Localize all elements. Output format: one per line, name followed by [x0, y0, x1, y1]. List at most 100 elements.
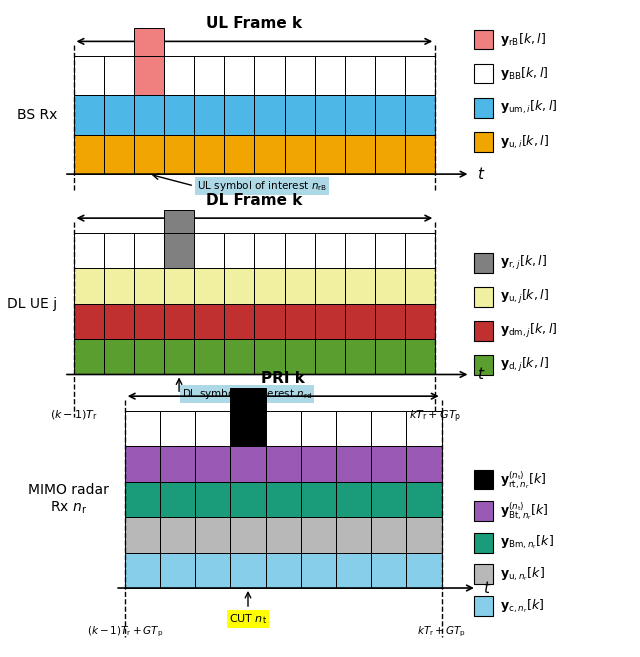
Bar [254, 339, 285, 374]
Bar [134, 233, 164, 268]
Text: DL symbol of interest $n_{\mathrm{rd}}$: DL symbol of interest $n_{\mathrm{rd}}$ [182, 387, 312, 401]
Bar [371, 553, 406, 588]
Text: DL UE j: DL UE j [8, 296, 58, 311]
Bar [254, 304, 285, 339]
Bar [375, 95, 405, 135]
Bar [194, 95, 224, 135]
Bar [266, 446, 301, 482]
Bar [474, 287, 493, 307]
Bar [285, 233, 315, 268]
Bar [375, 56, 405, 95]
Bar [125, 517, 160, 553]
Bar [371, 482, 406, 517]
Bar [375, 135, 405, 174]
Bar [164, 304, 194, 339]
Bar [160, 482, 195, 517]
Bar [315, 56, 345, 95]
Bar [104, 233, 134, 268]
Bar [195, 411, 230, 446]
Text: $\mathbf{y}_{\mathrm{u},j}[k,l]$: $\mathbf{y}_{\mathrm{u},j}[k,l]$ [500, 288, 549, 306]
Bar [406, 517, 442, 553]
Bar [474, 501, 493, 521]
Bar [224, 95, 254, 135]
Bar [164, 95, 194, 135]
Text: $\mathbf{y}_{\mathrm{rt},n_{\mathrm{r}}}^{(n_{\mathrm{t}})}[k]$: $\mathbf{y}_{\mathrm{rt},n_{\mathrm{r}}}… [500, 468, 547, 491]
Bar [224, 304, 254, 339]
Bar [474, 132, 493, 152]
Bar [74, 304, 104, 339]
Bar [230, 553, 266, 588]
Bar [371, 411, 406, 446]
Text: $(k-1)T_{\mathrm{r}}$: $(k-1)T_{\mathrm{r}}$ [50, 409, 97, 422]
Bar [134, 28, 164, 56]
Bar [125, 482, 160, 517]
Bar [74, 339, 104, 374]
Bar [254, 268, 285, 304]
Bar [315, 268, 345, 304]
Bar [230, 446, 266, 482]
Bar [474, 321, 493, 341]
Bar [195, 446, 230, 482]
Bar [230, 388, 266, 411]
Bar [160, 517, 195, 553]
Bar [301, 517, 336, 553]
Bar [194, 135, 224, 174]
Bar [134, 95, 164, 135]
Bar [315, 233, 345, 268]
Bar [254, 95, 285, 135]
Bar [405, 304, 435, 339]
Bar [315, 135, 345, 174]
Bar [301, 482, 336, 517]
Bar [474, 64, 493, 83]
Bar [160, 553, 195, 588]
Bar [285, 95, 315, 135]
Bar [345, 268, 375, 304]
Text: BS Rx: BS Rx [17, 108, 58, 122]
Bar [195, 553, 230, 588]
Bar [74, 268, 104, 304]
Bar [315, 339, 345, 374]
Bar [375, 339, 405, 374]
Text: $\mathbf{y}_{\mathrm{d},j}[k,l]$: $\mathbf{y}_{\mathrm{d},j}[k,l]$ [500, 356, 549, 374]
Bar [195, 517, 230, 553]
Bar [230, 517, 266, 553]
Bar [301, 446, 336, 482]
Bar [315, 304, 345, 339]
Bar [345, 304, 375, 339]
Bar [230, 411, 266, 446]
Bar [254, 135, 285, 174]
Bar [285, 268, 315, 304]
Bar [164, 210, 194, 233]
Text: UL Frame k: UL Frame k [206, 16, 303, 31]
Bar [336, 446, 371, 482]
Bar [104, 56, 134, 95]
Bar [285, 339, 315, 374]
Bar [104, 95, 134, 135]
Text: PRI k: PRI k [261, 371, 305, 386]
Bar [230, 482, 266, 517]
Bar [224, 268, 254, 304]
Text: $kT_{\mathrm{r}} + GT_{\mathrm{p}}$: $kT_{\mathrm{r}} + GT_{\mathrm{p}}$ [409, 409, 461, 425]
Bar [375, 304, 405, 339]
Bar [160, 411, 195, 446]
Bar [474, 533, 493, 553]
Bar [301, 553, 336, 588]
Text: $t$: $t$ [477, 367, 485, 382]
Text: $\mathbf{y}_{\mathrm{r},j}[k,l]$: $\mathbf{y}_{\mathrm{r},j}[k,l]$ [500, 254, 547, 272]
Text: $\mathbf{y}_{\mathrm{u},i}[k,l]$: $\mathbf{y}_{\mathrm{u},i}[k,l]$ [500, 133, 549, 150]
Text: $\mathbf{y}_{\mathrm{c},n_{\mathrm{r}}}[k]$: $\mathbf{y}_{\mathrm{c},n_{\mathrm{r}}}[… [500, 597, 545, 614]
Text: $\mathbf{y}_{\mathrm{Bm},n_{\mathrm{r}}}[k]$: $\mathbf{y}_{\mathrm{Bm},n_{\mathrm{r}}}… [500, 534, 554, 551]
Bar [164, 268, 194, 304]
Bar [224, 135, 254, 174]
Text: UL symbol of interest $n_{\mathrm{rB}}$: UL symbol of interest $n_{\mathrm{rB}}$ [197, 179, 328, 193]
Bar [194, 56, 224, 95]
Bar [254, 56, 285, 95]
Bar [266, 553, 301, 588]
Bar [405, 56, 435, 95]
Bar [134, 135, 164, 174]
Bar [125, 411, 160, 446]
Bar [125, 446, 160, 482]
Bar [164, 339, 194, 374]
Bar [194, 339, 224, 374]
Bar [345, 135, 375, 174]
